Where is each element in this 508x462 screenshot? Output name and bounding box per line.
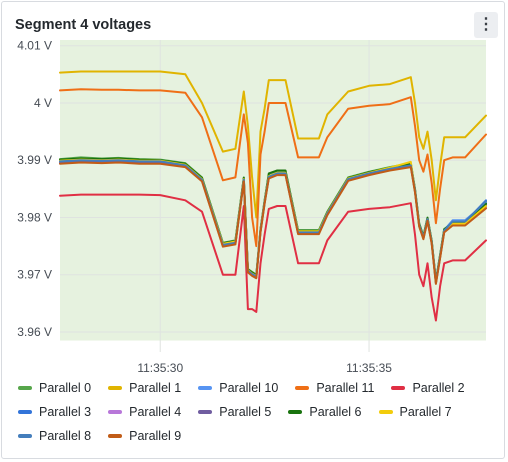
legend-label: Parallel 3 <box>39 405 92 419</box>
y-tick-label: 3.97 V <box>17 268 52 282</box>
legend-swatch <box>295 386 310 390</box>
legend-label: Parallel 5 <box>219 405 272 419</box>
legend-item-parallel-9[interactable]: Parallel 9 <box>108 429 181 443</box>
legend-swatch <box>288 410 303 414</box>
kebab-menu-icon: ⋮ <box>478 16 494 33</box>
series-line-parallel-2 <box>59 193 487 322</box>
panel-menu-button[interactable]: ⋮ <box>474 12 498 38</box>
legend-swatch <box>198 410 213 414</box>
legend-label: Parallel 9 <box>129 429 182 443</box>
y-tick-label: 4.01 V <box>17 39 52 53</box>
legend-label: Parallel 7 <box>399 405 452 419</box>
panel-title: Segment 4 voltages <box>15 17 152 33</box>
legend-label: Parallel 11 <box>316 381 375 395</box>
legend-swatch <box>108 434 123 438</box>
legend-label: Parallel 4 <box>129 405 182 419</box>
legend-item-parallel-5[interactable]: Parallel 5 <box>198 405 271 419</box>
legend-swatch <box>108 386 123 390</box>
series-line-parallel-1 <box>59 70 487 219</box>
legend-row: Parallel 8 Parallel 9 <box>18 424 498 448</box>
legend-label: Parallel 0 <box>39 381 92 395</box>
x-tick-label: 11:35:35 <box>346 361 392 375</box>
y-tick-label: 3.96 V <box>17 325 52 339</box>
y-tick-label: 3.98 V <box>17 210 52 224</box>
y-tick-label: 3.99 V <box>17 153 52 167</box>
legend-label: Parallel 8 <box>39 429 92 443</box>
chart-legend: Parallel 0 Parallel 1 Parallel 10 Parallel … <box>18 376 498 448</box>
legend-swatch <box>18 434 32 438</box>
legend-item-parallel-7[interactable]: Parallel 7 <box>378 405 452 419</box>
legend-swatch <box>18 386 32 390</box>
legend-label: Parallel 1 <box>129 381 182 395</box>
legend-swatch <box>378 410 393 414</box>
legend-label: Parallel 2 <box>412 381 465 395</box>
x-tick-label: 11:35:30 <box>137 361 183 375</box>
legend-item-parallel-3[interactable]: Parallel 3 <box>18 405 91 419</box>
legend-item-parallel-4[interactable]: Parallel 4 <box>108 405 181 419</box>
legend-swatch <box>108 410 123 414</box>
legend-item-parallel-10[interactable]: Parallel 10 <box>198 381 278 395</box>
legend-swatch <box>18 410 32 414</box>
threshold-band <box>60 40 486 341</box>
legend-item-parallel-2[interactable]: Parallel 2 <box>391 381 465 395</box>
legend-label: Parallel 6 <box>309 405 362 419</box>
legend-item-parallel-11[interactable]: Parallel 11 <box>295 381 374 395</box>
y-tick-label: 4 V <box>34 96 52 110</box>
series-line-parallel-9 <box>59 161 487 285</box>
legend-item-parallel-6[interactable]: Parallel 6 <box>288 405 362 419</box>
legend-label: Parallel 10 <box>219 381 279 395</box>
legend-item-parallel-1[interactable]: Parallel 1 <box>108 381 181 395</box>
series-line-parallel-11 <box>59 88 487 248</box>
legend-row: Parallel 0 Parallel 1 Parallel 10 Parallel … <box>18 376 498 400</box>
legend-item-parallel-0[interactable]: Parallel 0 <box>18 381 91 395</box>
legend-swatch <box>198 386 213 390</box>
legend-item-parallel-8[interactable]: Parallel 8 <box>18 429 91 443</box>
legend-swatch <box>391 386 406 390</box>
legend-row: Parallel 3 Parallel 4 Parallel 5 Parallel 6… <box>18 400 498 424</box>
